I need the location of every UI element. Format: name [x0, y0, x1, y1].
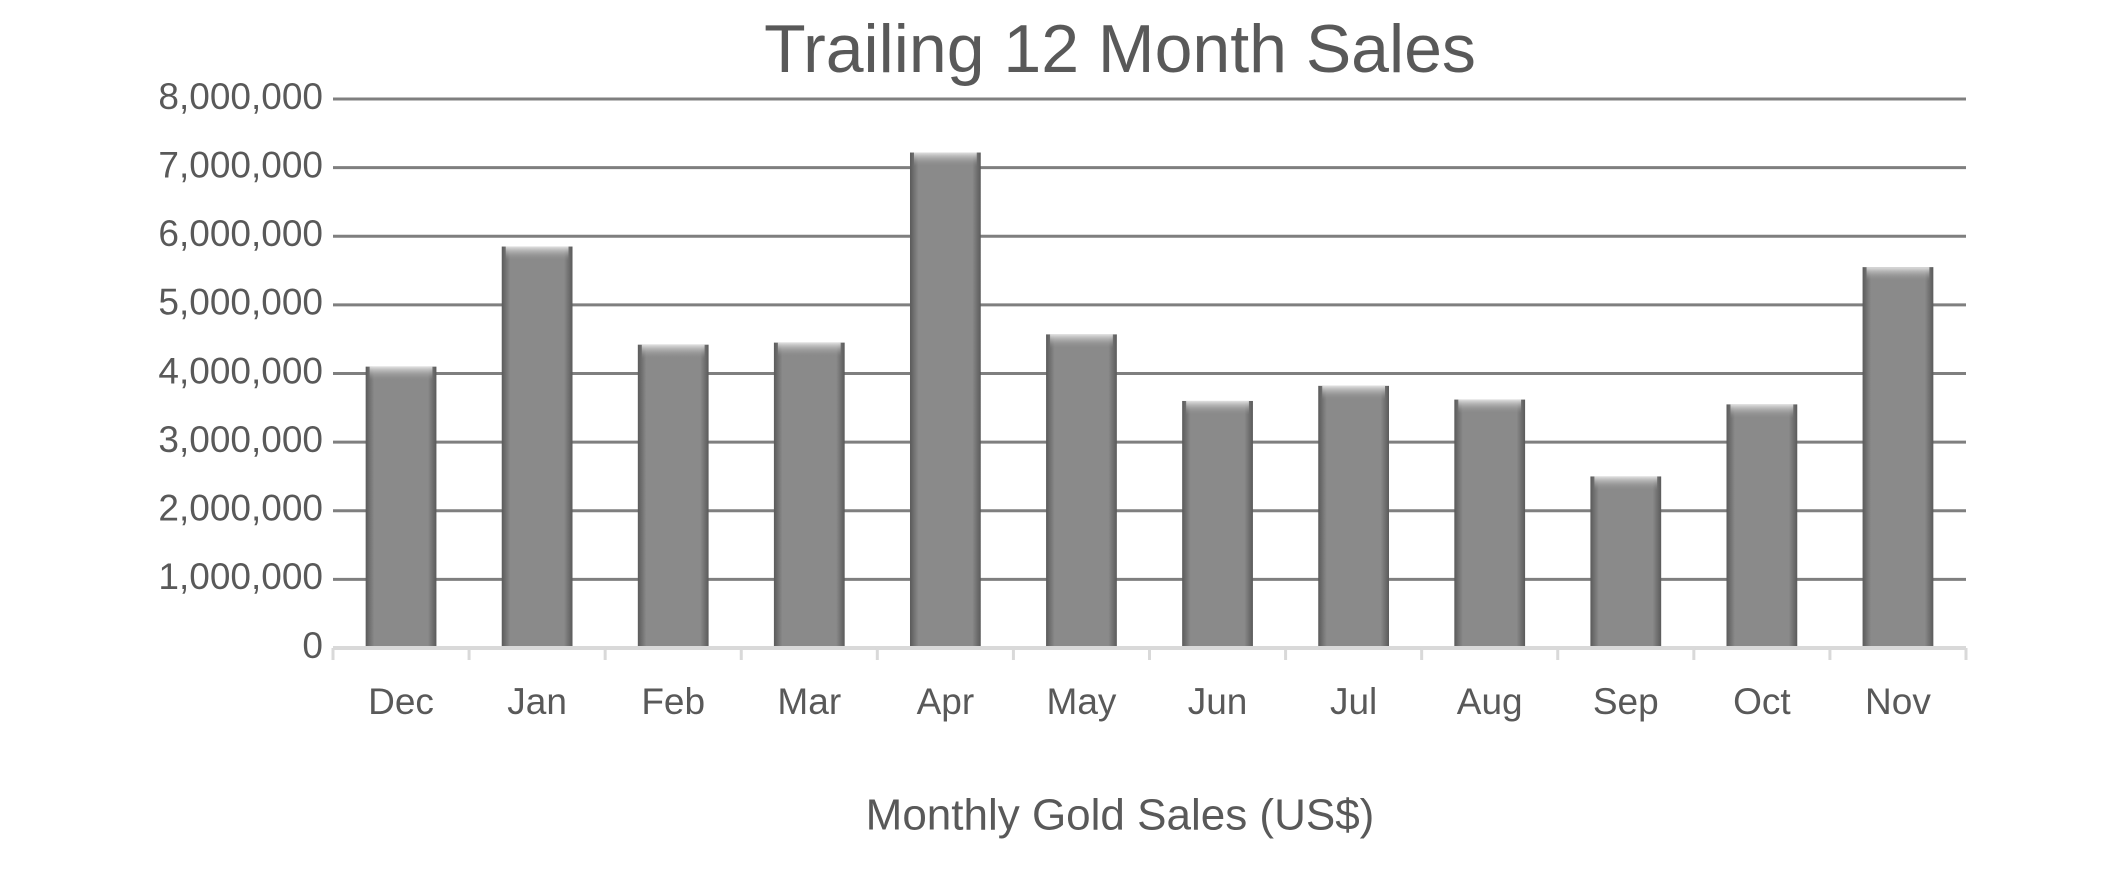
y-tick-label: 0	[302, 625, 323, 666]
x-tick-label: Oct	[1733, 681, 1791, 722]
bar	[1046, 334, 1117, 648]
x-axis-title: Monthly Gold Sales (US$)	[866, 791, 1375, 840]
y-tick-label: 5,000,000	[158, 282, 323, 323]
y-tick-label: 4,000,000	[158, 350, 323, 391]
x-tick-label: Nov	[1865, 681, 1931, 722]
x-tick-label: Jun	[1188, 681, 1248, 722]
bar-bevel	[1050, 334, 1113, 349]
bar-bevel	[641, 344, 705, 359]
bar-bevel	[1866, 267, 1930, 282]
y-tick-label: 3,000,000	[158, 419, 323, 460]
bar-bevel	[1322, 385, 1386, 400]
bar	[1726, 404, 1798, 648]
chart-title: Trailing 12 Month Sales	[764, 11, 1476, 87]
bar	[1862, 267, 1934, 648]
x-tick-label: Dec	[368, 681, 434, 722]
x-tick-label: Sep	[1593, 681, 1659, 722]
x-tick-label: Jul	[1330, 681, 1377, 722]
bar-bevel	[1458, 399, 1522, 414]
x-tick-label: Apr	[917, 681, 975, 722]
bar	[1590, 476, 1662, 648]
bar-bevel	[369, 366, 433, 381]
bar	[909, 152, 981, 648]
x-tick-label: Aug	[1457, 681, 1523, 722]
y-tick-label: 8,000,000	[158, 76, 323, 117]
bar	[1182, 400, 1253, 648]
bar	[501, 246, 573, 648]
bar	[1318, 385, 1390, 648]
bar	[637, 344, 709, 648]
x-tick-label: May	[1047, 681, 1117, 722]
bar	[365, 366, 437, 648]
y-tick-label: 1,000,000	[158, 556, 323, 597]
y-tick-label: 6,000,000	[158, 213, 323, 254]
y-tick-label: 2,000,000	[158, 488, 323, 529]
bar-bevel	[913, 152, 977, 167]
bar-bevel	[777, 342, 841, 357]
x-tick-label: Feb	[641, 681, 705, 722]
bar-bevel	[1186, 400, 1249, 415]
y-tick-label: 7,000,000	[158, 144, 323, 185]
bar-bevel	[1594, 476, 1658, 491]
x-tick-label: Jan	[507, 681, 567, 722]
bar	[773, 342, 845, 648]
bar-bevel	[1730, 404, 1794, 419]
bar	[1454, 399, 1526, 648]
bar-bevel	[505, 246, 569, 261]
x-tick-label: Mar	[777, 681, 841, 722]
